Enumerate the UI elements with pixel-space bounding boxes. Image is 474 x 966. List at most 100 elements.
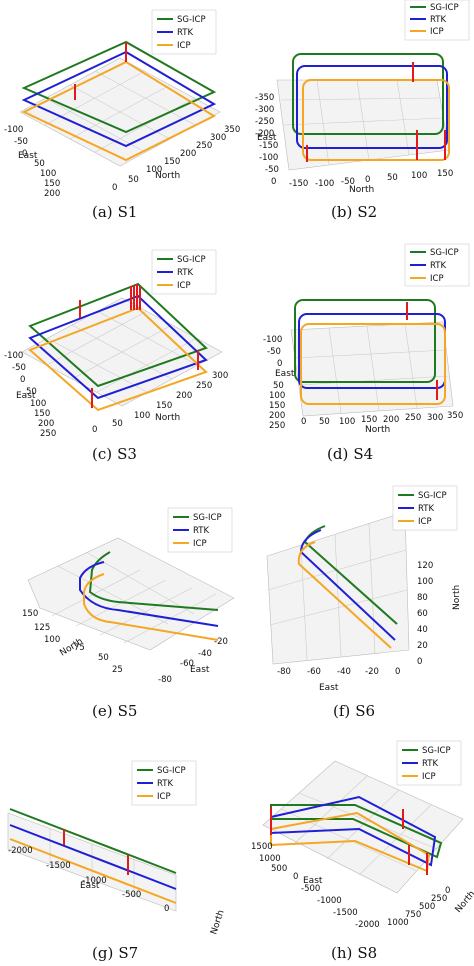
- y-tick: -100: [263, 335, 282, 345]
- y-tick: 25: [112, 665, 123, 675]
- x-ticks: 0 50 100 150 200 250 300 350: [301, 411, 463, 427]
- legend-rtk: RTK: [430, 261, 446, 271]
- y-tick: 150: [34, 409, 50, 419]
- x-tick: -2000: [355, 920, 380, 930]
- x-tick: 200: [176, 391, 192, 401]
- legend-sg-icp: SG-ICP: [430, 3, 459, 13]
- chart-s5: North East 150 125 100 75 50 25 -80 -60 …: [22, 507, 235, 685]
- caption-s6: (f) S6: [333, 702, 375, 720]
- rtk-trajectory: [79, 561, 219, 627]
- x-tick: 500: [271, 864, 287, 874]
- caption-name: S2: [357, 203, 378, 221]
- x-tick: -150: [289, 179, 308, 189]
- x-tick: -20: [214, 637, 228, 647]
- y-tick: -200: [255, 129, 274, 139]
- legend-rtk: RTK: [177, 268, 193, 278]
- y-tick: 75: [74, 643, 85, 653]
- ylabel: East: [18, 151, 38, 161]
- caption-name: S6: [355, 702, 376, 720]
- legend-rtk: RTK: [422, 759, 438, 769]
- y-tick: 50: [26, 387, 37, 397]
- caption-s7: (g) S7: [92, 944, 138, 962]
- x-tick: 1500: [251, 842, 273, 852]
- y-tick: 0: [271, 177, 276, 187]
- legend-sg-icp: SG-ICP: [193, 513, 222, 523]
- x-tick: 0: [365, 175, 370, 185]
- x-tick: 300: [210, 133, 226, 143]
- caption-s8: (h) S8: [331, 944, 377, 962]
- sg-icp-trajectory: [9, 808, 177, 874]
- caption-tag: (c): [92, 445, 113, 463]
- caption-tag: (h): [331, 944, 353, 962]
- x-tick: 350: [447, 411, 463, 421]
- sg-icp-trajectory: [28, 282, 208, 388]
- y-tick: 500: [419, 902, 435, 912]
- x-tick: -80: [158, 675, 172, 685]
- y-tick: -350: [255, 93, 274, 103]
- x-tick: 0: [301, 417, 306, 427]
- ylabel: North: [454, 889, 474, 915]
- x-tick: -50: [341, 177, 355, 187]
- x-tick: -1500: [333, 908, 358, 918]
- y-tick: 0: [22, 149, 27, 159]
- y-ticks: -350 -300 -250 -200 -150 -100 -50 0: [255, 93, 279, 187]
- ylabel: East: [257, 133, 277, 143]
- y-tick: 80: [417, 593, 428, 603]
- y-tick: 100: [417, 577, 433, 587]
- y-tick: -300: [255, 105, 274, 115]
- y-tick: -50: [14, 137, 28, 147]
- x-ticks: 1500 1000 500 0 -500 -1000 -1500 -2000: [251, 842, 380, 930]
- x-ticks: -80 -60 -40 -20 0: [277, 667, 400, 677]
- panel-s6: East North 0 20 40 60 80 100 120 -80 -60…: [237, 480, 474, 725]
- floor-pane: [27, 537, 235, 651]
- x-tick: -1000: [317, 896, 342, 906]
- y-tick: 200: [269, 411, 285, 421]
- y-tick: 0: [445, 886, 450, 896]
- x-tick: 0: [293, 872, 298, 882]
- error-bars: [63, 829, 129, 875]
- y-tick: 20: [417, 641, 428, 651]
- y-tick: -100: [4, 125, 23, 135]
- y-tick: 60: [417, 609, 428, 619]
- x-tick: 0: [112, 183, 117, 193]
- y-tick: -50: [267, 347, 281, 357]
- icp-trajectory: [297, 541, 392, 649]
- ylabel: East: [275, 369, 295, 379]
- x-tick: 0: [164, 904, 169, 914]
- y-ticks: 150 125 100 75 50 25: [22, 609, 123, 675]
- panel-s5: North East 150 125 100 75 50 25 -80 -60 …: [0, 480, 237, 725]
- x-tick: 1000: [259, 854, 281, 864]
- legend: SG-ICP RTK ICP: [151, 249, 217, 295]
- y-tick: -50: [265, 165, 279, 175]
- legend-sg-icp: SG-ICP: [157, 766, 186, 776]
- xlabel: North: [349, 185, 374, 195]
- xlabel: North: [155, 413, 180, 423]
- y-ticks: -100 -50 0 50 100 150 200 250: [4, 351, 56, 439]
- caption-tag: (e): [92, 702, 113, 720]
- chart-s1: East North -100 -50 0 50 100 150 200 0 5…: [4, 9, 240, 199]
- legend-rtk: RTK: [430, 15, 446, 25]
- x-tick: 250: [405, 413, 421, 423]
- x-tick: 50: [112, 419, 123, 429]
- y-tick: 250: [431, 894, 447, 904]
- grid-lines: [44, 70, 196, 153]
- x-ticks: 0 50 100 150 200 250 300 350: [112, 125, 240, 193]
- caption-name: S4: [353, 445, 374, 463]
- legend-rtk: RTK: [418, 504, 434, 514]
- x-tick: 350: [224, 125, 240, 135]
- y-tick: 40: [417, 625, 428, 635]
- x-ticks: -150 -100 -50 0 50 100 150: [289, 169, 453, 189]
- y-tick: -150: [259, 141, 278, 151]
- x-tick: 200: [180, 149, 196, 159]
- x-ticks: -80 -60 -40 -20: [158, 637, 228, 685]
- y-tick: 50: [273, 381, 284, 391]
- caption-tag: (f): [333, 702, 351, 720]
- x-tick: 200: [383, 415, 399, 425]
- caption-name: S5: [117, 702, 138, 720]
- x-tick: 250: [196, 141, 212, 151]
- legend-rtk: RTK: [177, 28, 193, 38]
- chart-s7: East North -2000 -1500 -1000 -500 0 SG-I…: [7, 760, 227, 936]
- x-tick: 100: [339, 417, 355, 427]
- error-bars: [79, 284, 199, 408]
- x-tick: -500: [122, 890, 141, 900]
